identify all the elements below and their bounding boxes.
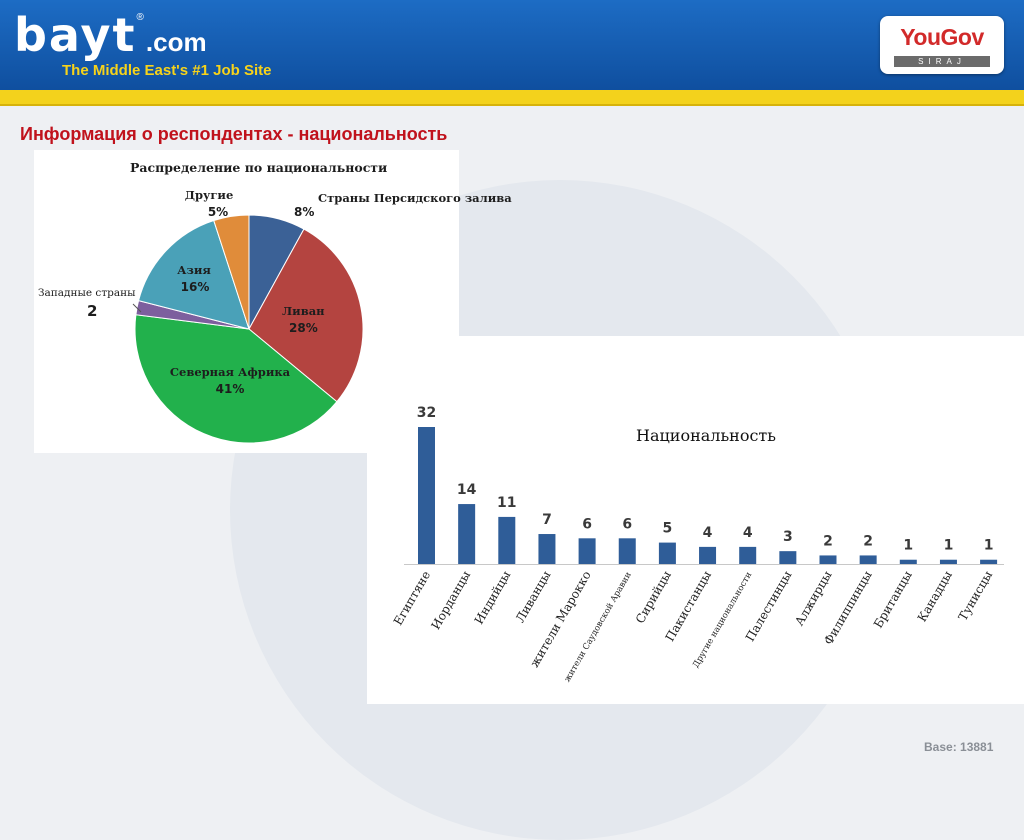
pie-pct-other: 5% (207, 205, 229, 219)
bar-chart-title: Национальность (636, 426, 776, 445)
slide-title: Информация о респондентах - национальнос… (20, 124, 448, 144)
logo-domain: .com (145, 27, 207, 57)
bar-chart-panel (367, 336, 1024, 704)
pie-label-other: Другие (184, 188, 234, 202)
yougov-brand-name: YouGov (900, 24, 984, 50)
yougov-brand-sub: SIRAJ (894, 56, 990, 67)
pie-label-western: Западные страны (38, 287, 136, 299)
pie-pct-western: 2 (87, 302, 98, 320)
logo-tagline: The Middle East's #1 Job Site (62, 62, 272, 79)
pie-pct-gulf: 8% (294, 205, 315, 219)
logo-wordmark: bayt (14, 8, 137, 62)
pie-chart-title: Распределение по национальности (130, 160, 388, 175)
base-note: Base: 13881 (924, 740, 994, 754)
bayt-logo: bayt®.com (14, 12, 207, 58)
pie-label-north-africa: Северная Африка (169, 365, 291, 379)
pie-pct-asia: 16% (180, 280, 210, 294)
logo-registered-mark: ® (136, 12, 144, 23)
pie-pct-lebanon: 28% (289, 321, 318, 335)
pie-pct-north-africa: 41% (215, 382, 245, 396)
pie-label-asia: Азия (177, 263, 211, 277)
yougov-logo: YouGov SIRAJ (880, 16, 1004, 74)
header-bar (0, 0, 1024, 90)
pie-label-lebanon: Ливан (282, 304, 325, 318)
header-stripe (0, 90, 1024, 106)
pie-label-gulf: Страны Персидского залива (318, 191, 512, 205)
